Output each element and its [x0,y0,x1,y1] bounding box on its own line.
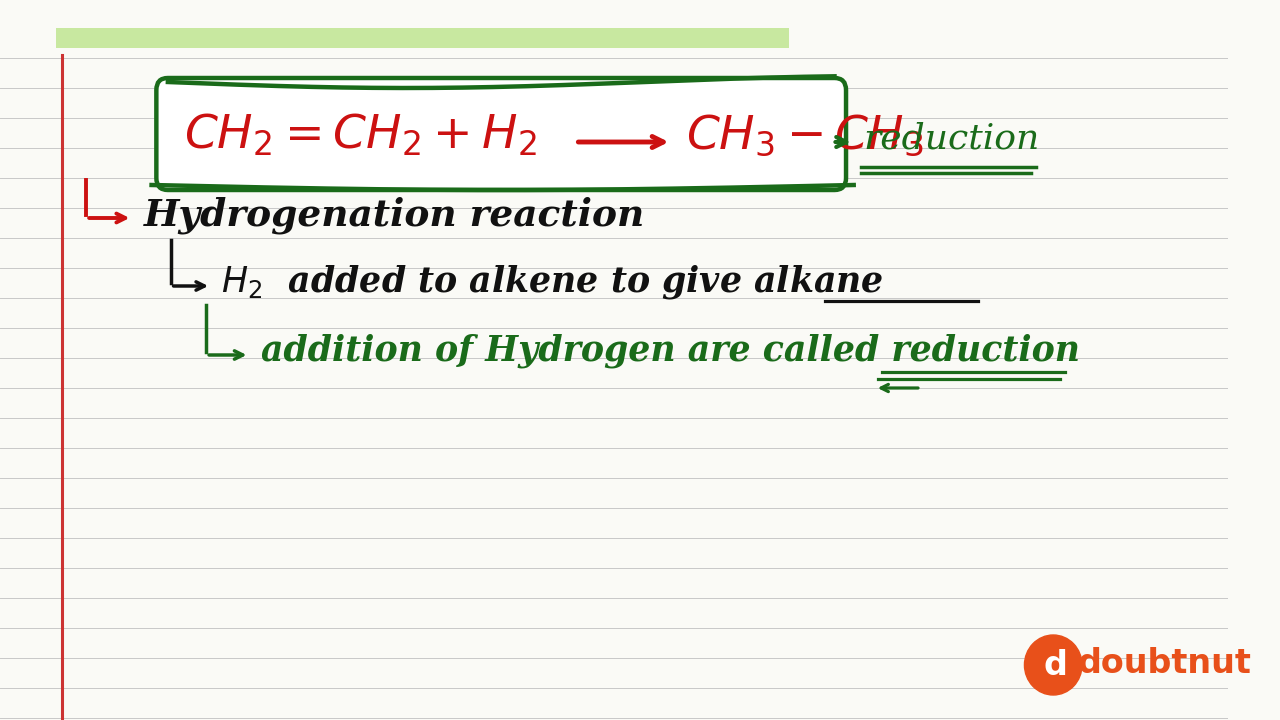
Text: $\mathit{H_2}$  added to alkene to give alkane: $\mathit{H_2}$ added to alkene to give a… [220,263,883,300]
FancyBboxPatch shape [55,28,790,48]
Text: addition of Hydrogen are called reduction: addition of Hydrogen are called reductio… [261,333,1080,367]
Text: $\mathit{CH_2=CH_2 + H_2}$: $\mathit{CH_2=CH_2 + H_2}$ [184,112,536,158]
Text: reduction: reduction [863,121,1039,155]
Text: Hydrogenation reaction: Hydrogenation reaction [143,196,645,233]
Text: d: d [1043,649,1068,682]
FancyBboxPatch shape [156,78,846,190]
Circle shape [1024,635,1082,695]
Text: $\mathit{CH_3-CH_3}$: $\mathit{CH_3-CH_3}$ [686,112,924,158]
Text: doubtnut: doubtnut [1078,647,1251,680]
